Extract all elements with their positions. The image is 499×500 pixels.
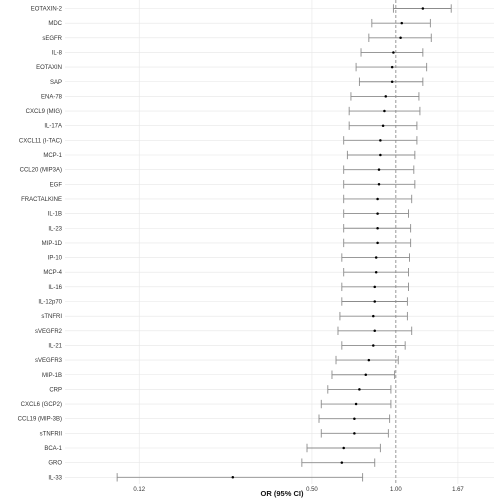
or-point — [376, 227, 379, 230]
y-tick-label: CXCL11 (I-TAC) — [19, 138, 62, 144]
or-point — [421, 7, 425, 10]
or-point — [374, 270, 378, 274]
or-point — [354, 402, 358, 406]
or-point — [374, 256, 378, 259]
or-point — [376, 212, 379, 215]
or-point — [377, 168, 381, 171]
y-tick-label: BCA-1 — [44, 446, 62, 452]
or-point — [384, 95, 388, 98]
or-point — [376, 241, 379, 245]
y-tick-label: IL-23 — [48, 226, 62, 232]
y-tick-label: MDC — [48, 21, 62, 27]
y-tick-label: IL-12p70 — [38, 300, 62, 306]
or-point — [379, 153, 382, 157]
or-point — [231, 476, 235, 479]
y-tick-label: IP-10 — [48, 256, 63, 262]
or-point — [392, 51, 395, 54]
or-point — [376, 197, 379, 201]
or-point — [342, 446, 345, 450]
y-tick-label: FRACTALKINE — [21, 197, 62, 203]
x-tick-label: 0.50 — [306, 487, 318, 493]
or-point — [358, 388, 361, 391]
y-tick-label: MIP-1B — [42, 373, 62, 379]
or-point — [377, 183, 381, 186]
y-tick-label: CCL19 (MIP-3B) — [18, 417, 62, 423]
y-tick-label: MCP-4 — [43, 270, 62, 276]
y-tick-label: sTNFRI — [41, 314, 62, 320]
or-point — [373, 300, 376, 303]
or-point — [383, 109, 386, 113]
y-tick-label: MIP-1D — [42, 241, 63, 247]
or-point — [381, 124, 385, 127]
y-tick-label: EOTAXIN-2 — [31, 7, 63, 13]
or-point — [390, 65, 394, 69]
or-point — [399, 36, 402, 40]
y-tick-label: IL-1B — [48, 212, 62, 218]
y-tick-label: IL-17A — [44, 124, 62, 130]
or-point — [373, 329, 376, 333]
x-axis-title: OR (95% CI) — [261, 489, 304, 498]
marks-layer — [116, 4, 452, 482]
labels-layer: EOTAXIN-2 MDC sEGFR IL-8 EOTAXIN SAP ENA-78 CXC… — [18, 7, 465, 494]
y-tick-label: EGF — [50, 182, 63, 188]
or-point — [353, 417, 356, 420]
y-tick-label: SAP — [50, 80, 62, 86]
y-tick-label: EOTAXIN — [36, 65, 62, 71]
y-tick-label: sVEGFR3 — [35, 358, 63, 364]
y-tick-label: CCL20 (MIP3A) — [20, 168, 62, 174]
y-tick-label: MCP-1 — [43, 153, 62, 159]
y-tick-label: GRO — [48, 461, 62, 467]
x-tick-label: 1.00 — [390, 487, 402, 493]
or-point — [390, 80, 394, 83]
or-point — [400, 21, 404, 25]
or-point — [372, 314, 375, 318]
x-tick-label: 1.67 — [452, 487, 464, 493]
grid-layer — [65, 0, 494, 484]
y-tick-label: IL-8 — [52, 50, 63, 56]
or-point — [364, 373, 368, 376]
y-tick-label: CXCL9 (MIG) — [26, 109, 62, 115]
or-point — [379, 139, 382, 142]
or-point — [340, 461, 344, 464]
or-point — [373, 285, 376, 289]
y-tick-label: sTNFRII — [40, 431, 63, 437]
or-point — [372, 344, 375, 347]
y-tick-label: sVEGFR2 — [35, 329, 63, 335]
y-tick-label: sEGFR — [42, 36, 62, 42]
y-tick-label: IL-21 — [48, 343, 62, 349]
y-tick-label: IL-16 — [48, 285, 62, 291]
or-point — [353, 432, 356, 435]
y-tick-label: IL-33 — [48, 475, 62, 481]
or-point — [367, 358, 371, 362]
y-tick-label: CXCL6 (GCP2) — [21, 402, 62, 408]
y-tick-label: CRP — [49, 387, 62, 393]
x-tick-label: 0.12 — [133, 487, 145, 493]
y-tick-label: ENA-78 — [41, 94, 63, 100]
